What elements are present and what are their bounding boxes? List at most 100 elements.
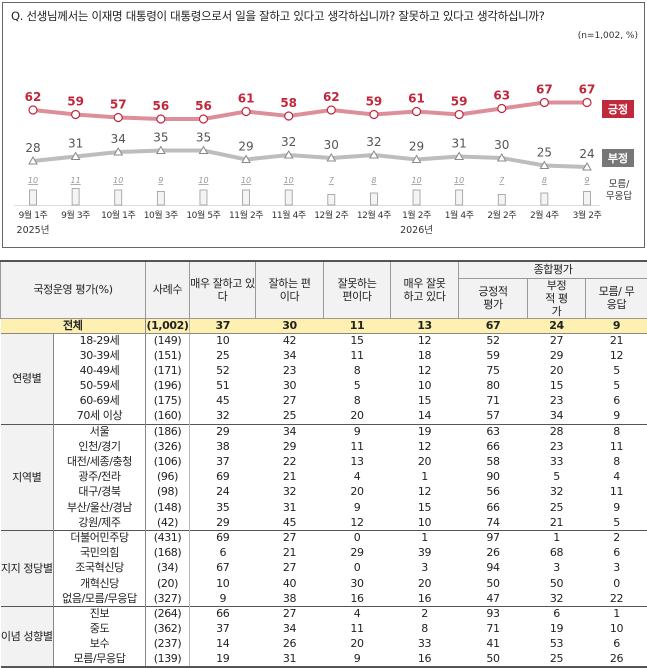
dk-bar xyxy=(413,190,420,205)
row-n: (326) xyxy=(146,439,190,454)
cell: 3 xyxy=(586,561,647,576)
cell: 68 xyxy=(528,546,586,561)
cell: 59 xyxy=(459,348,528,363)
cell: 32 xyxy=(256,485,324,500)
cell: 21 xyxy=(256,470,324,485)
pos-label: 62 xyxy=(25,90,42,104)
cell: 11 xyxy=(324,318,391,333)
cell: 30 xyxy=(324,576,391,591)
cell: 15 xyxy=(391,500,459,515)
pos-label: 67 xyxy=(536,83,553,97)
x-tick-label: 10월 1주 xyxy=(101,209,135,221)
dk-bar xyxy=(498,195,505,206)
header-very-good: 매우 잘하고 있다 xyxy=(190,261,256,318)
header-negative: 부정적 평가 xyxy=(528,278,586,318)
cell: 10 xyxy=(391,515,459,530)
cell: 29 xyxy=(190,515,256,530)
x-tick-label: 2월 4주 xyxy=(530,209,559,221)
pos-label: 59 xyxy=(67,95,84,109)
pos-label: 67 xyxy=(579,83,596,97)
cell: 71 xyxy=(459,394,528,409)
cell: 4 xyxy=(324,606,391,621)
pos-label: 61 xyxy=(408,92,425,106)
dk-label: 10 xyxy=(241,176,251,185)
x-tick-label: 11월 4주 xyxy=(272,209,306,221)
row-n: (175) xyxy=(146,394,190,409)
cell: 6 xyxy=(586,394,647,409)
dk-label: 10 xyxy=(28,176,38,185)
row-label: 대전/세종/충청 xyxy=(54,455,146,470)
pos-point xyxy=(583,99,591,107)
cell: 5 xyxy=(324,379,391,394)
cell: 32 xyxy=(528,591,586,606)
cell: 23 xyxy=(528,439,586,454)
cell: 30 xyxy=(256,318,324,333)
year-label: 2025년 xyxy=(17,225,50,236)
cell: 6 xyxy=(586,546,647,561)
cell: 16 xyxy=(324,591,391,606)
cell: 26 xyxy=(256,637,324,652)
cell: 2 xyxy=(391,606,459,621)
cell: 32 xyxy=(190,409,256,424)
cell: 27 xyxy=(256,530,324,545)
cell: 33 xyxy=(528,455,586,470)
cell: 37 xyxy=(190,318,256,333)
cell: 34 xyxy=(256,424,324,439)
cell: 40 xyxy=(256,576,324,591)
cell: 80 xyxy=(459,379,528,394)
cell: 24 xyxy=(528,318,586,333)
neg-label: 31 xyxy=(68,137,83,151)
cell: 5 xyxy=(586,379,647,394)
cell: 29 xyxy=(256,439,324,454)
cell: 69 xyxy=(190,530,256,545)
pos-point xyxy=(242,108,250,116)
cell: 30 xyxy=(256,379,324,394)
cell: 34 xyxy=(528,409,586,424)
cell: 11 xyxy=(586,439,647,454)
row-label: 없음/모름/무응답 xyxy=(54,591,146,606)
pos-label: 58 xyxy=(280,96,297,110)
cell: 9 xyxy=(324,652,391,667)
group-label: 지역별 xyxy=(1,424,54,530)
pos-point xyxy=(285,112,293,120)
row-label: 모름/무응답 xyxy=(54,652,146,667)
row-n: (106) xyxy=(146,455,190,470)
dk-label: 10 xyxy=(284,176,294,185)
cell: 12 xyxy=(586,348,647,363)
cell: 22 xyxy=(586,591,647,606)
cell: 20 xyxy=(391,455,459,470)
row-n: (20) xyxy=(146,576,190,591)
cell: 5 xyxy=(586,515,647,530)
cell: 23 xyxy=(256,363,324,378)
cell: 16 xyxy=(391,652,459,667)
cell: 67 xyxy=(190,561,256,576)
row-label: 50-59세 xyxy=(54,379,146,394)
row-label: 강원/제주 xyxy=(54,515,146,530)
group-label: 지지 정당별 xyxy=(1,530,54,606)
cell: 50 xyxy=(459,652,528,667)
cell: 25 xyxy=(528,500,586,515)
pos-label: 62 xyxy=(323,90,340,104)
cell: 34 xyxy=(256,348,324,363)
x-tick-label: 9월 3주 xyxy=(61,209,90,221)
cell: 11 xyxy=(324,622,391,637)
cell: 6 xyxy=(528,606,586,621)
cell: 50 xyxy=(528,576,586,591)
cell: 12 xyxy=(391,363,459,378)
cell: 94 xyxy=(459,561,528,576)
cell: 21 xyxy=(586,333,647,348)
neg-label: 24 xyxy=(579,147,594,161)
dk-label: 7 xyxy=(499,176,505,185)
header-very-bad: 매우 잘못하고 있다 xyxy=(391,261,459,318)
row-label: 40-49세 xyxy=(54,363,146,378)
cell: 27 xyxy=(256,561,324,576)
cell: 75 xyxy=(459,363,528,378)
row-label: 인천/경기 xyxy=(54,439,146,454)
row-n: (98) xyxy=(146,485,190,500)
header-overall: 종합평가 xyxy=(459,261,647,278)
